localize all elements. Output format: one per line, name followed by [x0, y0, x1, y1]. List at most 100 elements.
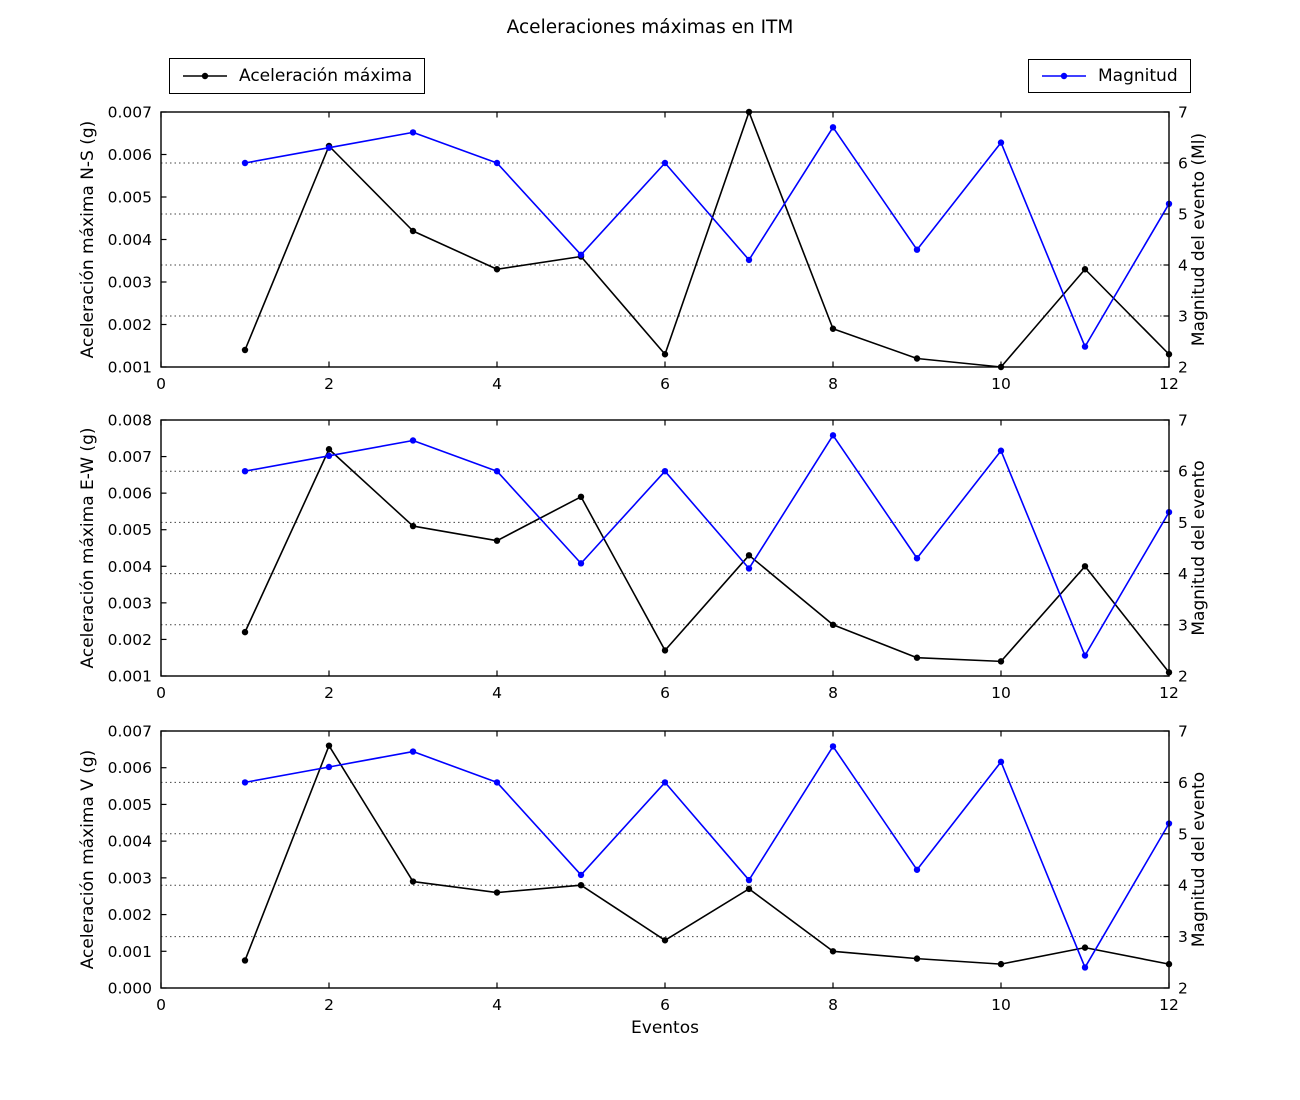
- magnitude-data-point-marker: [745, 256, 753, 264]
- magnitude-data-point-marker: [1081, 652, 1089, 659]
- y-tick-label: 0.005: [108, 189, 152, 207]
- magnitude-data-point-marker: [997, 758, 1005, 766]
- x-tick-label: 4: [492, 375, 502, 393]
- x-tick-label: 12: [1159, 996, 1179, 1014]
- subplot-0: 0 2 4 6 8 10 12 0.001 0.002 0.003 0.004 0.005 0.006 0…: [78, 104, 1209, 394]
- acceleration-data-point-marker: [325, 742, 333, 749]
- y-tick-label: 0.006: [108, 146, 152, 164]
- y-tick-label: 0.005: [108, 796, 152, 814]
- subplot-2: 0 2 4 6 8 10 12 0.000 0.001 0.002 0.003 0.004 0.005 0…: [78, 723, 1209, 1039]
- x-tick-label: 2: [324, 684, 334, 702]
- x-tick-label: 0: [156, 684, 166, 702]
- y-tick-label: 0.001: [108, 943, 152, 961]
- acceleration-data-point-marker: [745, 885, 753, 893]
- x-tick-label: 4: [492, 684, 502, 702]
- right-y-tick-label: 4: [1178, 257, 1188, 275]
- acceleration-data-point-marker: [997, 960, 1005, 968]
- magnitude-data-point-marker: [493, 779, 501, 786]
- acceleration-data-point-marker: [913, 955, 921, 962]
- acceleration-data-point-marker: [661, 647, 669, 654]
- magnitude-data-point-marker: [325, 763, 333, 771]
- acceleration-data-point-marker: [913, 654, 921, 661]
- right-y-tick-label: 6: [1178, 463, 1188, 481]
- magnitude-series-line: [244, 745, 1170, 969]
- right-y-axis-label: Magnitud del evento: [1189, 772, 1209, 947]
- x-tick-label: 10: [991, 684, 1011, 702]
- acceleration-data-point-marker: [1081, 944, 1089, 951]
- magnitude-data-point-marker: [325, 144, 333, 151]
- magnitude-data-point-marker: [409, 437, 417, 444]
- x-tick-label: 0: [156, 375, 166, 393]
- magnitude-legend-marker-icon: [1042, 72, 1086, 80]
- x-tick-label: 2: [324, 375, 334, 393]
- x-tick-label: 6: [660, 996, 670, 1014]
- magnitude-data-point-marker: [661, 779, 669, 786]
- right-y-tick-label: 5: [1178, 514, 1188, 532]
- acceleration-data-point-marker: [913, 355, 921, 362]
- x-tick-label: 12: [1159, 375, 1179, 393]
- x-tick-label: 2: [324, 996, 334, 1014]
- legend-magnitude: Magnitud: [1028, 59, 1191, 93]
- magnitude-data-point-marker: [913, 246, 921, 253]
- magnitude-series-line: [244, 434, 1170, 657]
- right-y-tick-label: 2: [1178, 980, 1188, 998]
- magnitude-data-point-marker: [577, 251, 585, 258]
- magnitude-data-point-marker: [661, 468, 669, 475]
- acceleration-data-point-marker: [241, 628, 249, 636]
- acceleration-data-point-marker: [493, 266, 501, 273]
- magnitude-data-point-marker: [493, 468, 501, 475]
- magnitude-data-point-marker: [241, 779, 249, 786]
- y-tick-label: 0.002: [108, 906, 152, 924]
- legend-acceleration: Aceleración máxima: [169, 58, 426, 94]
- x-tick-label: 8: [828, 996, 838, 1014]
- right-y-tick-label: 2: [1178, 668, 1188, 686]
- magnitude-data-point-marker: [745, 565, 753, 572]
- magnitude-data-point-marker: [1081, 964, 1089, 971]
- x-tick-label: 4: [492, 996, 502, 1014]
- magnitude-data-point-marker: [577, 871, 585, 879]
- right-y-tick-label: 3: [1178, 308, 1188, 326]
- y-tick-label: 0.004: [108, 558, 152, 576]
- x-tick-label: 8: [828, 375, 838, 393]
- acceleration-series-line: [244, 111, 1170, 368]
- acceleration-data-point-marker: [829, 621, 837, 628]
- magnitude-data-point-marker: [577, 560, 585, 567]
- y-tick-label: 0.004: [108, 231, 152, 249]
- acceleration-legend-marker-icon: [183, 72, 227, 80]
- y-tick-label: 0.000: [108, 980, 152, 998]
- y-tick-label: 0.008: [108, 412, 152, 430]
- x-tick-label: 8: [828, 684, 838, 702]
- subplot-1: 0 2 4 6 8 10 12 0.001 0.002 0.003 0.004 0.005 0.006 0…: [78, 412, 1209, 703]
- acceleration-data-point-marker: [409, 522, 417, 530]
- x-tick-label: 0: [156, 996, 166, 1014]
- acceleration-data-point-marker: [1081, 563, 1089, 570]
- right-y-tick-label: 6: [1178, 774, 1188, 792]
- magnitude-data-point-marker: [241, 159, 249, 167]
- right-y-tick-label: 4: [1178, 877, 1188, 895]
- y-tick-label: 0.001: [108, 359, 152, 377]
- y-tick-label: 0.007: [108, 448, 152, 466]
- acceleration-data-point-marker: [829, 325, 837, 332]
- magnitude-data-point-marker: [997, 447, 1005, 454]
- magnitude-data-point-marker: [1081, 343, 1089, 350]
- acceleration-series-line: [244, 448, 1170, 673]
- right-y-tick-label: 7: [1178, 412, 1188, 430]
- y-tick-label: 0.003: [108, 594, 152, 612]
- right-y-tick-label: 2: [1178, 359, 1188, 377]
- magnitude-data-point-marker: [661, 159, 669, 167]
- y-tick-label: 0.002: [108, 631, 152, 649]
- y-tick-label: 0.007: [108, 723, 152, 741]
- acceleration-data-point-marker: [409, 227, 417, 235]
- magnitude-data-point-marker: [409, 129, 417, 136]
- figure-title: Aceleraciones máximas en ITM: [506, 17, 794, 38]
- x-tick-label: 12: [1159, 684, 1179, 702]
- acceleration-data-point-marker: [1081, 266, 1089, 273]
- acceleration-data-point-marker: [661, 937, 669, 944]
- legend-acceleration-label: Aceleración máxima: [239, 66, 413, 86]
- magnitude-data-point-marker: [493, 159, 501, 167]
- magnitude-data-point-marker: [409, 748, 417, 755]
- x-tick-label: 10: [991, 996, 1011, 1014]
- y-tick-label: 0.006: [108, 759, 152, 777]
- magnitude-data-point-marker: [241, 468, 249, 475]
- magnitude-series-line: [244, 126, 1170, 348]
